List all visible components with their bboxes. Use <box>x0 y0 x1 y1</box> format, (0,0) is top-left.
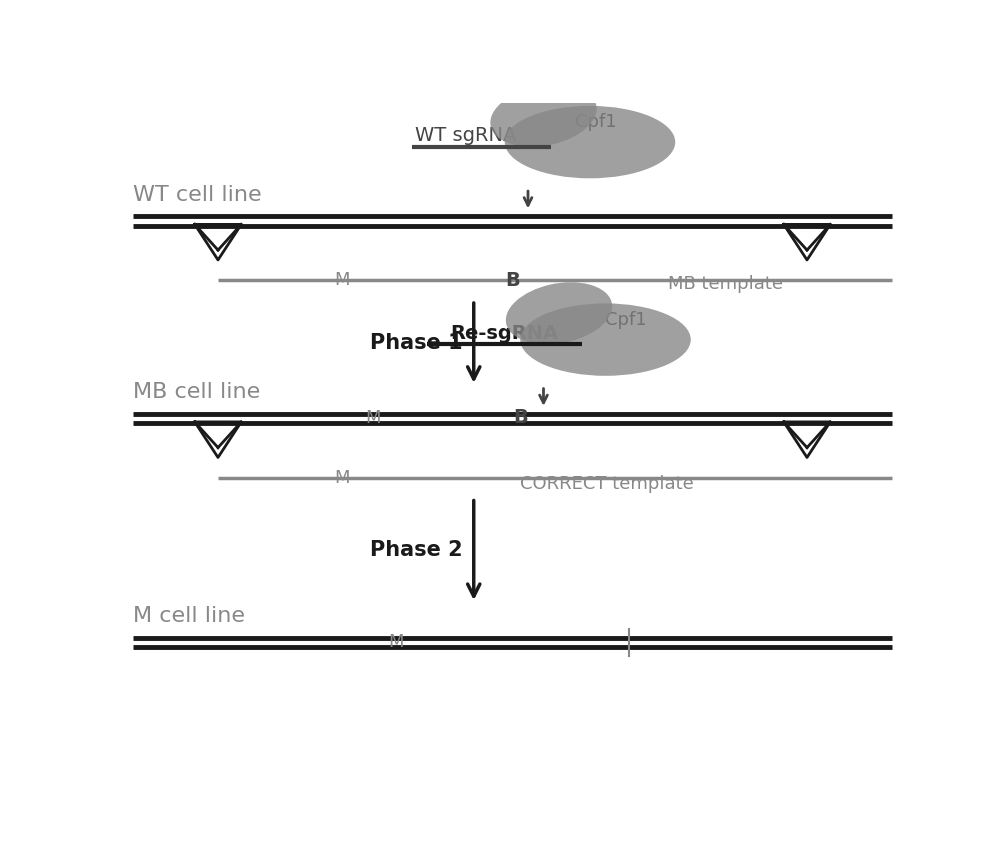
Text: CORRECT template: CORRECT template <box>520 475 694 493</box>
Ellipse shape <box>520 304 691 376</box>
Text: M: M <box>334 271 350 289</box>
Ellipse shape <box>505 106 675 179</box>
Text: M: M <box>365 409 381 427</box>
Text: Phase 1: Phase 1 <box>370 333 462 353</box>
Text: WT sgRNA: WT sgRNA <box>415 127 517 145</box>
Text: WT cell line: WT cell line <box>133 185 261 204</box>
Text: Re-sgRNA: Re-sgRNA <box>451 324 559 343</box>
Text: M cell line: M cell line <box>133 606 245 626</box>
Text: M: M <box>334 469 350 486</box>
Text: M: M <box>388 633 404 651</box>
Text: B: B <box>513 409 528 428</box>
Text: Cpf1: Cpf1 <box>606 311 647 329</box>
Ellipse shape <box>490 85 597 147</box>
Text: Phase 2: Phase 2 <box>370 540 462 560</box>
Text: MB cell line: MB cell line <box>133 382 260 402</box>
Ellipse shape <box>506 282 612 345</box>
Text: MB template: MB template <box>668 274 782 292</box>
Text: Cpf1: Cpf1 <box>574 114 616 132</box>
Text: B: B <box>505 271 520 290</box>
